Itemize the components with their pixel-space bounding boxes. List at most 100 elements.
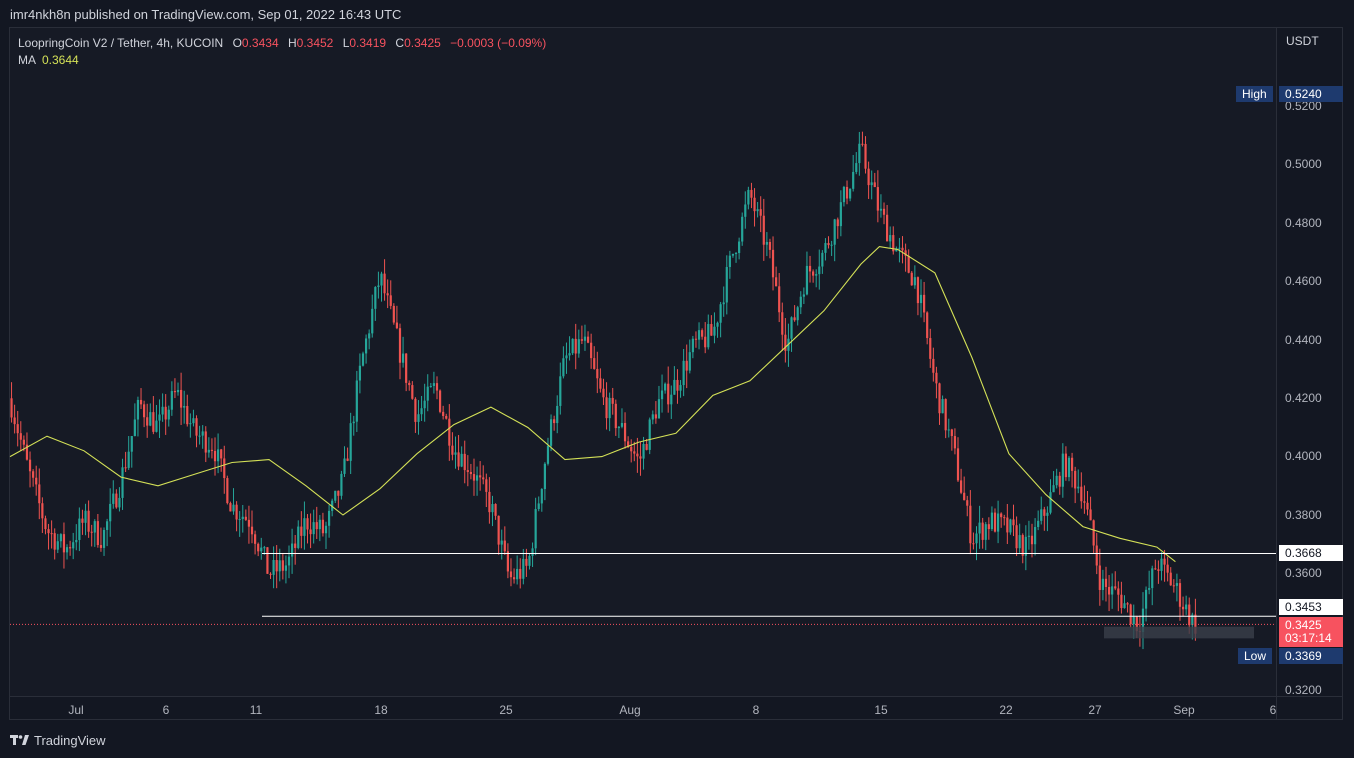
candle-body [688,352,691,371]
candle-body [1101,578,1105,590]
candle-body [990,512,994,530]
candle-body [1049,492,1052,513]
candle-body [479,475,482,478]
candle-body [932,358,935,373]
candle-body [710,324,713,336]
candle-body [368,333,371,339]
candle-body [127,451,130,468]
candle-body [482,477,485,480]
candle-body [426,386,429,401]
candle-body [586,336,590,343]
publisher-line: imr4nkh8n published on TradingView.com, … [10,7,402,22]
candle-body [648,419,651,450]
candle-body [355,380,358,422]
candle-body [1169,572,1172,586]
candle-body [796,307,799,321]
high-value: 0.3452 [296,36,334,50]
y-tick-label: 0.3600 [1285,566,1322,580]
candle-body [1061,453,1064,487]
candle-body [204,431,207,453]
candle-body [327,510,331,526]
countdown-timer: 03:17:14 [1285,631,1332,645]
symbol-title[interactable]: LoopringCoin V2 / Tether, 4h, KUCOIN [18,36,224,50]
candle-body [423,400,426,409]
time-axis-border [10,696,1343,697]
candle-body [617,426,620,429]
candle-body [13,417,16,425]
candle-body [1104,578,1108,587]
candle-body [454,452,457,455]
candle-body [1080,486,1083,502]
candle-body [99,545,103,548]
candle-body [633,451,636,454]
tradingview-logo-icon [10,734,29,745]
candle-body [1151,568,1154,589]
candle-body [602,388,605,398]
x-tick-label: Aug [619,703,641,717]
candle-body [593,358,596,369]
candle-body [318,519,321,530]
candle-body [963,492,966,501]
currency-label[interactable]: USDT [1286,34,1319,48]
candle-body [898,247,901,249]
candle-body [41,503,44,519]
candle-body [799,296,802,308]
candle-body [340,473,343,496]
candle-body [1163,558,1166,565]
candle-body [143,404,146,418]
candle-body [1111,586,1114,595]
candle-body [28,459,32,472]
candle-body [96,521,99,546]
candle-body [22,439,25,445]
y-tick-label: 0.3800 [1285,508,1322,522]
candle-body [158,414,161,421]
candle-body [257,543,260,552]
candle-body [445,415,448,419]
candle-body [226,478,229,504]
candle-body [1074,470,1077,489]
last-price-value: 0.3425 [1285,618,1322,632]
candle-body [996,513,1000,532]
candle-body [272,559,275,575]
candle-body [778,286,781,313]
candle-body [725,267,728,303]
candle-body [503,540,506,552]
candle-body [574,338,577,354]
candle-body [198,435,201,437]
candle-body [935,372,938,384]
candle-body [833,219,836,245]
chart-pane[interactable] [10,28,1276,696]
candle-body [623,423,627,442]
candle-body [176,389,180,393]
candle-body [654,414,657,419]
ma-label[interactable]: MA [18,53,36,67]
candle-body [836,219,839,227]
candle-body [716,322,719,327]
candle-body [762,215,765,245]
candle-body [417,414,420,422]
candle-body [731,253,735,256]
candle-body [577,339,580,354]
candle-body [183,406,186,408]
low-tag-value: 0.3369 [1279,648,1343,664]
candle-body [115,493,118,508]
candle-body [463,453,466,471]
candle-body [590,342,593,359]
candle-body [389,295,392,306]
candle-body [284,565,288,571]
candle-body [701,330,704,337]
tradingview-brand[interactable]: TradingView [10,733,106,748]
candle-body [1191,614,1194,626]
high-label: H [287,36,297,50]
candle-body [466,470,469,472]
candle-body [713,326,716,336]
candle-body [297,526,300,548]
candle-body [167,409,170,420]
open-label: O [232,36,242,50]
candle-body [879,208,883,211]
candle-body [136,399,140,420]
candle-body [959,480,963,493]
candle-body [972,543,975,545]
candle-body [411,385,414,399]
